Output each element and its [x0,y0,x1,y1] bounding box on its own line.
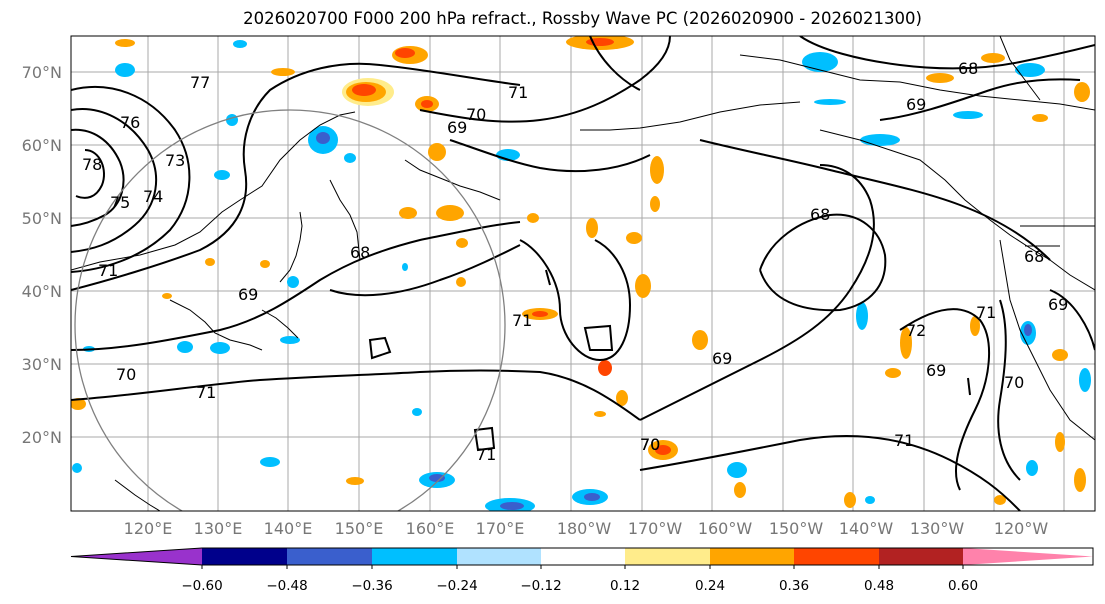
longitude-label: 150°E [335,519,384,538]
contour-label: 69 [926,361,946,380]
colorbar-tick-label: 0.36 [779,578,809,594]
colorbar-tick-label: 0.48 [864,578,894,594]
refractivity-contours [71,36,1095,511]
coastlines [71,36,1095,511]
contour-label: 69 [1048,295,1068,314]
contour-label: 77 [190,73,210,92]
longitude-label: 130°W [910,519,965,538]
colorbar-segment [625,548,710,565]
colorbar-tick-label: 0.24 [695,578,725,594]
contour-label: 68 [810,205,830,224]
contour-label: 69 [447,118,467,137]
colorbar-tick-label: −0.12 [520,578,561,594]
colorbar-segment [287,548,372,565]
colorbar-segment [202,548,287,565]
longitude-label: 170°W [628,519,683,538]
colorbar: −0.60 −0.48 −0.36 −0.24 −0.12 0.12 0.24 0.36 0.4… [70,547,1094,594]
contour-label: 68 [958,59,978,78]
longitude-label: 150°W [769,519,824,538]
contour-label: 70 [466,105,486,124]
map-gridlines [71,36,1095,511]
map-title: 2026020700 F000 200 hPa refract., Rossby… [243,9,922,28]
contour-label-group: 77 76 78 75 74 73 71 70 69 68 71 70 69 7… [82,59,1068,464]
longitude-label: 160°W [698,519,753,538]
projection-circle [74,109,506,511]
colorbar-tick-label: −0.24 [436,578,477,594]
latitude-label-40n: 40°N [22,282,62,301]
contour-label: 72 [906,321,926,340]
longitude-label: 120°W [994,519,1049,538]
contour-label: 75 [110,193,130,212]
contour-label: 71 [98,261,118,280]
contour-label: 69 [238,285,258,304]
contour-label: 73 [165,151,185,170]
colorbar-tick-label: 0.12 [610,578,640,594]
colorbar-tick-label: −0.48 [266,578,307,594]
longitude-label: 160°E [406,519,455,538]
contour-label: 71 [196,383,216,402]
latitude-label-20n: 20°N [22,428,62,447]
contour-label: 76 [120,113,140,132]
contour-label: 78 [82,155,102,174]
colorbar-segment [879,548,963,565]
colorbar-tick-label: −0.60 [181,578,222,594]
longitude-label: 170°E [476,519,525,538]
longitude-label: 120°E [124,519,173,538]
contour-label: 71 [508,83,528,102]
colorbar-segment [71,548,202,565]
colorbar-segment [794,548,879,565]
latitude-label-60n: 60°N [22,136,62,155]
colorbar-segment [457,548,541,565]
contour-label: 71 [894,431,914,450]
contour-label: 68 [1024,247,1044,266]
longitude-label: 130°E [194,519,243,538]
contour-label: 69 [712,349,732,368]
colorbar-segment [541,548,625,565]
latitude-labels: 70°N 60°N 50°N 40°N 30°N 20°N [22,63,62,447]
latitude-label-30n: 30°N [22,355,62,374]
longitude-label: 180°W [557,519,612,538]
contour-label: 68 [350,243,370,262]
contour-label: 70 [1004,373,1024,392]
contour-label: 71 [476,445,496,464]
longitude-label: 140°E [264,519,313,538]
contour-label: 71 [976,303,996,322]
map-plot-area [71,36,1095,511]
contour-label: 71 [512,311,532,330]
contour-label: 70 [116,365,136,384]
latitude-label-50n: 50°N [22,209,62,228]
map-frame [70,35,1096,512]
longitude-labels: 120°E 130°E 140°E 150°E 160°E 170°E 180°… [124,519,1049,538]
latitude-label-70n: 70°N [22,63,62,82]
colorbar-segment [710,548,794,565]
colorbar-segment [963,548,1093,565]
colorbar-tick-label: 0.60 [948,578,978,594]
contour-label: 70 [640,435,660,454]
longitude-label: 140°W [839,519,894,538]
colorbar-segment [372,548,457,565]
contour-label: 70 [640,435,660,454]
contour-label: 69 [906,95,926,114]
contour-label: 74 [143,187,163,206]
colorbar-tick-label: −0.36 [351,578,392,594]
